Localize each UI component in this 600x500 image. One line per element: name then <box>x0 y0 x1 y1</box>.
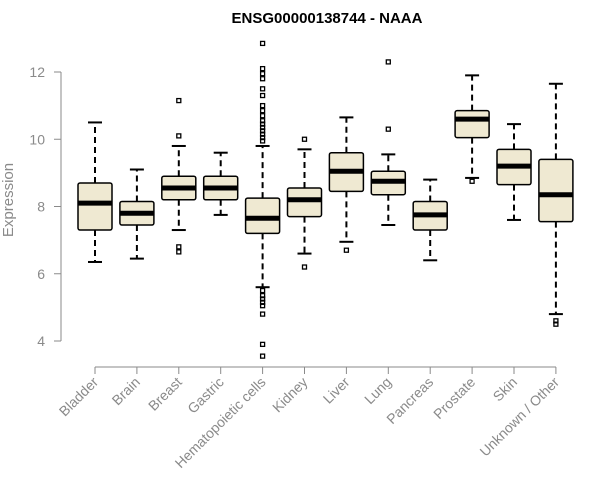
y-axis-label: Expression <box>0 163 17 237</box>
box-group <box>119 168 155 260</box>
y-tick-label: 4 <box>37 333 45 349</box>
outlier-point <box>301 136 308 142</box>
x-tick-label: Unknown / Other <box>476 374 562 460</box>
outlier-point <box>259 102 266 109</box>
x-tick-label: Brain <box>109 374 143 408</box>
outlier-point <box>259 86 266 92</box>
y-tick-label: 10 <box>29 131 45 147</box>
box-group <box>286 136 323 270</box>
outlier-point <box>259 113 266 119</box>
outlier-point <box>176 97 182 104</box>
outlier-point <box>259 108 266 114</box>
x-tick-label: Liver <box>320 374 353 407</box>
x-tick-label: Prostate <box>430 374 478 422</box>
outlier-point <box>259 287 266 294</box>
box-group <box>412 178 448 262</box>
outlier-point <box>259 40 266 47</box>
x-tick-label: Breast <box>145 374 185 414</box>
box-group <box>161 97 197 255</box>
iqr-box <box>77 182 113 231</box>
outlier-point <box>259 65 266 72</box>
iqr-box <box>538 158 574 223</box>
x-tick-label: Kidney <box>269 374 311 416</box>
outlier-point <box>259 341 266 348</box>
box-group <box>370 59 407 226</box>
box-group <box>496 123 532 221</box>
box-group <box>202 151 239 216</box>
x-tick-label: Bladder <box>56 374 102 420</box>
outlier-point <box>343 247 350 253</box>
iqr-box <box>244 197 281 235</box>
y-tick-label: 6 <box>37 266 45 282</box>
box-group <box>454 74 490 184</box>
y-ticks: 4 6 8 10 12 <box>29 64 61 349</box>
boxes <box>77 40 574 359</box>
outlier-point <box>469 178 475 184</box>
box-group <box>538 82 574 327</box>
outlier-point <box>259 71 266 77</box>
outlier-point <box>259 353 266 359</box>
outlier-point <box>259 292 266 299</box>
box-group <box>328 116 365 253</box>
box-group <box>77 121 113 263</box>
outlier-point <box>259 311 266 317</box>
x-tick-label: Lung <box>361 374 394 407</box>
outlier-point <box>385 59 391 65</box>
outlier-point <box>553 318 559 324</box>
y-tick-label: 12 <box>29 64 45 80</box>
outlier-point <box>385 126 391 132</box>
outlier-point <box>259 118 266 124</box>
outlier-point <box>259 92 266 99</box>
outlier-point <box>259 76 266 82</box>
outlier-point <box>176 249 182 255</box>
iqr-box <box>286 187 323 218</box>
outlier-point <box>176 244 182 250</box>
outlier-point <box>301 264 308 270</box>
x-tick-label: Pancreas <box>383 374 436 427</box>
chart-title: ENSG00000138744 - NAAA <box>232 10 423 27</box>
outlier-point <box>176 133 182 139</box>
y-tick-label: 8 <box>37 199 45 215</box>
box-group <box>244 40 281 359</box>
x-tick-label: Skin <box>490 374 521 405</box>
iqr-box <box>454 109 490 139</box>
